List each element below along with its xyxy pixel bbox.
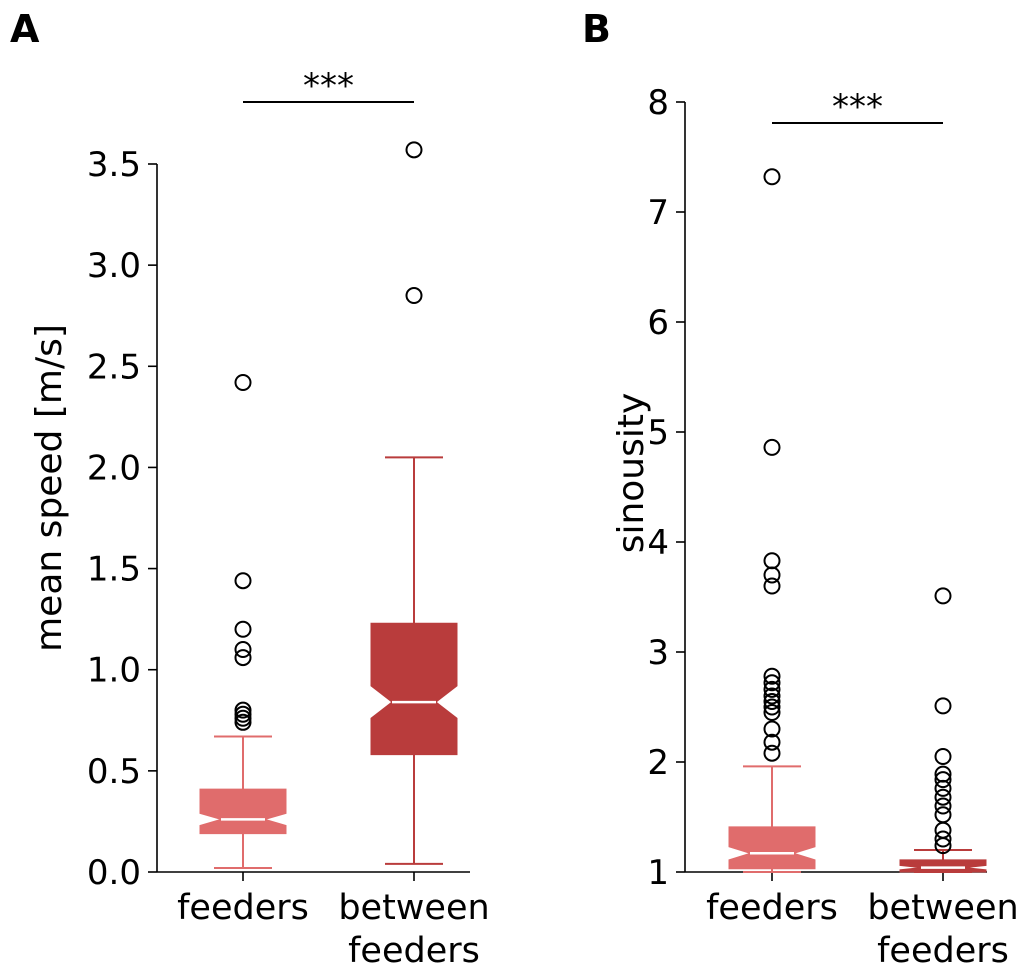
outlier-point	[934, 779, 952, 797]
outlier-point	[763, 552, 781, 570]
outlier-point	[763, 720, 781, 738]
y-tick-label: 4	[647, 523, 669, 563]
box-between-feeders	[370, 141, 458, 865]
outlier-point	[763, 168, 781, 186]
outlier-point	[934, 697, 952, 715]
outlier-point	[763, 698, 781, 716]
y-tick-label: 0.0	[87, 853, 141, 893]
outlier-point	[934, 748, 952, 765]
y-axis-label: sinousity	[611, 393, 652, 554]
box-body	[370, 622, 458, 756]
y-axis-label: mean speed [m/s]	[29, 324, 70, 652]
outlier-point	[763, 704, 781, 721]
outlier-point	[234, 709, 252, 727]
y-tick-label: 7	[647, 193, 669, 233]
outlier-point	[234, 640, 252, 658]
outlier-point	[934, 821, 952, 839]
y-tick-label: 0.5	[87, 752, 141, 792]
outlier-point	[763, 577, 781, 595]
outlier-point	[405, 141, 423, 159]
outlier-point	[763, 687, 781, 705]
outlier-point	[763, 438, 781, 456]
y-tick-label: 1.0	[87, 651, 141, 691]
outlier-point	[934, 830, 952, 848]
panel-label: A	[10, 7, 40, 51]
outlier-point	[934, 587, 952, 605]
y-tick-label: 2.0	[87, 448, 141, 488]
y-tick-label: 2	[647, 743, 669, 783]
outlier-point	[763, 667, 781, 685]
significance-label: ***	[303, 66, 354, 106]
outlier-point	[234, 705, 252, 723]
outlier-point	[763, 744, 781, 762]
outlier-point	[934, 771, 952, 789]
box-body	[728, 826, 816, 870]
box-body	[199, 788, 287, 835]
panel-a: A 0.0 0.5 1.0 1.5 2.0 2.5 3.0 3.5 mean speed [m/s…	[10, 7, 490, 969]
y-tick-label: 5	[647, 413, 669, 453]
x-tick-label: between	[338, 888, 489, 928]
outlier-point	[934, 806, 952, 824]
y-tick-label: 6	[647, 303, 669, 343]
panel-label: B	[582, 7, 611, 51]
box-between-feeders	[899, 587, 987, 873]
outlier-point	[934, 797, 952, 815]
box-feeders	[199, 373, 287, 869]
y-tick-label: 2.5	[87, 347, 141, 387]
x-tick-label: between	[867, 888, 1018, 928]
outlier-point	[234, 373, 252, 391]
outlier-point	[763, 693, 781, 710]
outlier-point	[934, 788, 952, 806]
outlier-point	[405, 286, 423, 304]
y-tick-label: 8	[647, 83, 669, 123]
outlier-point	[234, 701, 252, 719]
box-body	[899, 859, 987, 873]
y-tick-label: 3.5	[87, 145, 141, 185]
outlier-point	[234, 620, 252, 638]
y-tick-label: 1.5	[87, 550, 141, 590]
outlier-point	[763, 733, 781, 751]
x-tick-label: feeders	[877, 931, 1009, 969]
outlier-point	[234, 572, 252, 590]
y-tick-label: 1	[647, 853, 669, 893]
outlier-point	[763, 566, 781, 584]
x-tick-label: feeders	[177, 888, 309, 928]
x-tick-label: feeders	[706, 888, 838, 928]
y-tick-label: 3	[647, 633, 669, 673]
y-tick-label: 3.0	[87, 246, 141, 286]
box-feeders	[728, 168, 816, 873]
outlier-point	[234, 649, 252, 667]
outlier-point	[763, 680, 781, 698]
outlier-point	[763, 674, 781, 692]
outlier-point	[234, 713, 252, 731]
outlier-point	[934, 765, 952, 783]
x-tick-label: feeders	[348, 931, 480, 969]
significance-label: ***	[832, 87, 883, 127]
